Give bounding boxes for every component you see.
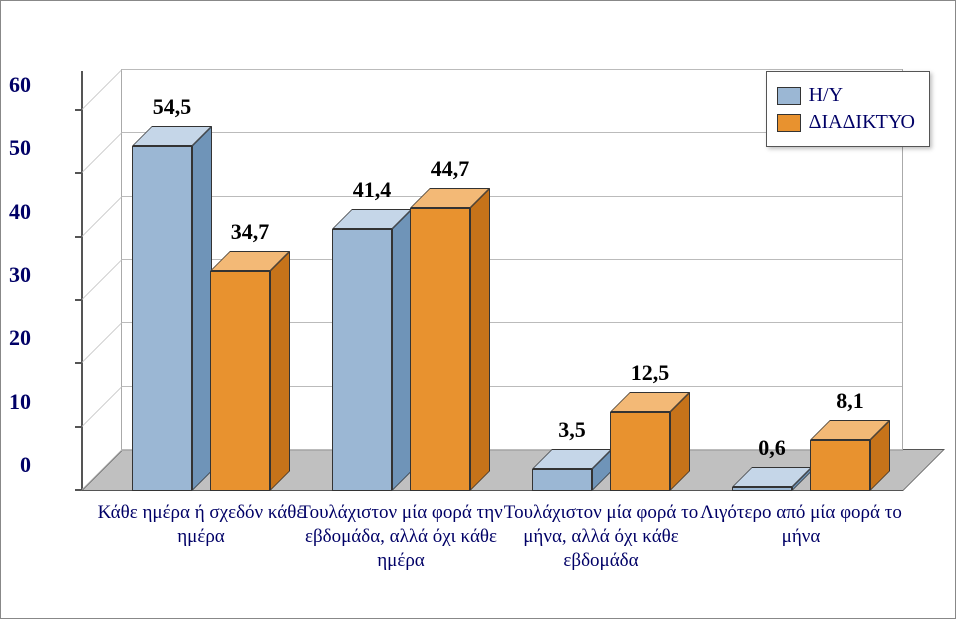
y-tick-mark [75,489,81,491]
data-label: 8,1 [836,388,864,414]
bar [410,188,470,491]
bar-front [332,229,392,491]
y-tick-mark [75,236,81,238]
bar [132,126,192,491]
bar-front [132,146,192,491]
y-tick-label: 60 [9,72,31,98]
bar-front [810,440,870,491]
y-tick-label: 20 [9,325,31,351]
data-label: 3,5 [558,417,586,443]
x-category-label: Κάθε ημέρα ή σχεδόν κάθε ημέρα [96,501,306,549]
y-tick-mark [75,109,81,111]
bar [210,251,270,491]
bar [532,449,592,491]
y-tick-label: 30 [9,262,31,288]
data-label: 54,5 [153,94,192,120]
x-category-label: Τουλάχιστον μία φορά την εβδομάδα, αλλά … [296,501,506,572]
bar-chart: 54,5 34,7 41,4 44,7 3,5 12,5 0,6 8,1 0 10 20 30 40 5… [0,0,956,619]
y-tick-mark [75,362,81,364]
bar-front [532,469,592,491]
bar-front [210,271,270,491]
bar-front [410,208,470,491]
legend-swatch-diadiktyo [777,114,801,132]
y-tick-label: 10 [9,389,31,415]
x-category-label: Τουλάχιστον μία φορά το μήνα, αλλά όχι κ… [496,501,706,572]
legend-item-diadiktyo: ΔΙΑΔΙΚΤΥΟ [777,111,915,134]
bar-side [192,126,212,491]
legend-swatch-hy [777,87,801,105]
bar-front [732,487,792,491]
data-label: 0,6 [758,435,786,461]
legend-item-hy: Η/Υ [777,84,915,107]
y-tick-mark [75,172,81,174]
bar [610,392,670,491]
bar-side [470,188,490,491]
bar-side [392,209,412,491]
y-tick-label: 50 [9,135,31,161]
data-label: 12,5 [631,360,670,386]
data-label: 44,7 [431,156,470,182]
x-category-label: Λιγότερο από μία φορά το μήνα [696,501,906,549]
legend-label-diadiktyo: ΔΙΑΔΙΚΤΥΟ [809,111,915,134]
data-label: 41,4 [353,177,392,203]
bar [332,209,392,491]
bar-side [270,251,290,491]
bar-front [610,412,670,491]
data-label: 34,7 [231,219,270,245]
y-tick-label: 0 [20,452,31,478]
bar [732,467,792,491]
legend-label-hy: Η/Υ [809,84,843,107]
y-tick-mark [75,426,81,428]
gridline [122,69,902,70]
y-tick-label: 40 [9,199,31,225]
bar [810,420,870,491]
legend: Η/Υ ΔΙΑΔΙΚΤΥΟ [766,71,930,147]
y-tick-mark [75,299,81,301]
x-axis-labels: Κάθε ημέρα ή σχεδόν κάθε ημέραΤουλάχιστο… [81,501,901,601]
